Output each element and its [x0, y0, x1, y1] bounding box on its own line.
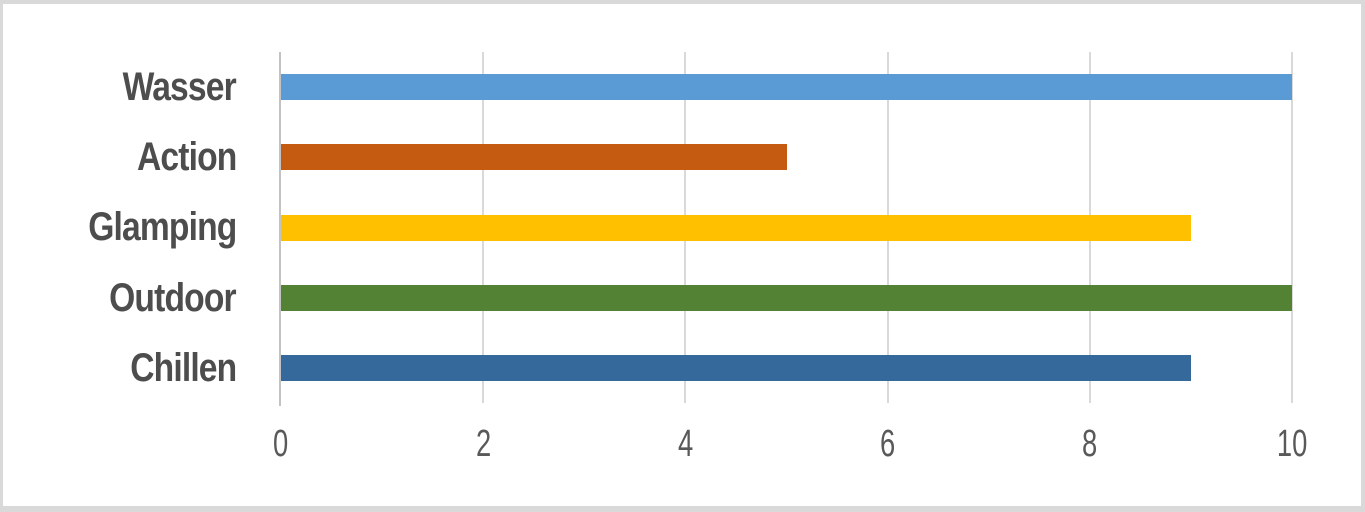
x-tick-text: 2 — [475, 423, 491, 465]
bar-wasser: 10 — [281, 74, 1292, 101]
bar-action: 5 — [281, 144, 787, 171]
value-axis-line — [279, 52, 281, 406]
category-axis: Wasser Action Glamping Outdoor Chillen — [3, 52, 237, 403]
bar-chillen: 9 — [281, 354, 1191, 381]
x-tick-label-10: 10 — [1252, 419, 1332, 469]
category-label-action: Action — [3, 122, 237, 192]
category-label-text: Chillen — [129, 345, 237, 390]
bar-glamping: 9 — [281, 214, 1191, 241]
category-label-text: Outdoor — [109, 275, 236, 320]
category-label-wasser: Wasser — [3, 52, 237, 122]
x-tick-text: 8 — [1082, 423, 1098, 465]
category-label-chillen: Chillen — [3, 333, 237, 403]
category-label-glamping: Glamping — [3, 192, 237, 262]
category-label-text: Wasser — [122, 65, 237, 109]
x-tick-text: 4 — [677, 423, 693, 465]
value-axis: 0 2 4 6 8 10 — [273, 419, 1307, 469]
category-label-text: Glamping — [87, 205, 237, 250]
x-tick-label-6: 6 — [848, 419, 928, 469]
x-tick-label-2: 2 — [443, 419, 523, 469]
x-tick-label-4: 4 — [645, 419, 725, 469]
bar-outdoor: 10 — [281, 284, 1292, 311]
gridline — [1291, 52, 1293, 403]
x-tick-label-0: 0 — [241, 419, 321, 469]
plot-area: 10 5 9 10 9 — [279, 52, 1293, 406]
x-tick-text: 10 — [1276, 423, 1308, 465]
x-tick-label-8: 8 — [1050, 419, 1130, 469]
category-label-text: Action — [136, 135, 237, 180]
category-label-outdoor: Outdoor — [3, 263, 236, 333]
x-tick-text: 0 — [273, 423, 289, 465]
x-tick-text: 6 — [879, 423, 896, 465]
